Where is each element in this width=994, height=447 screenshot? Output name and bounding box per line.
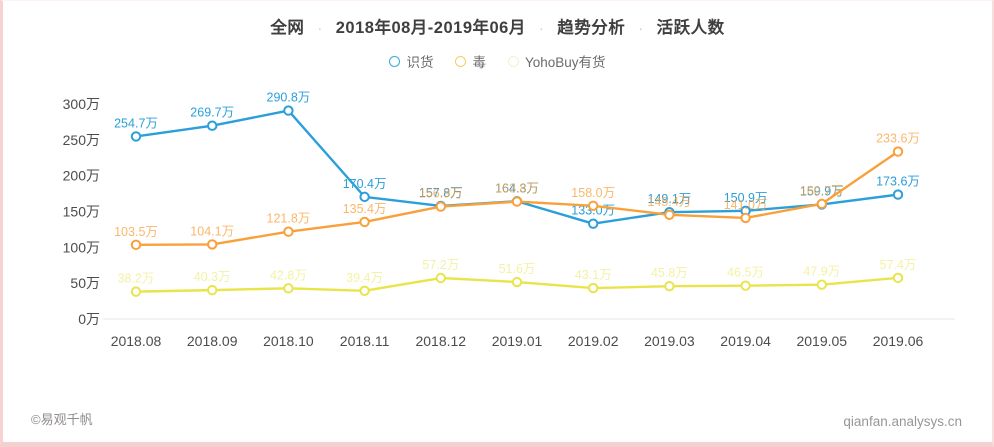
data-point-label: 160.7万 (800, 184, 844, 198)
data-point-label: 158.0万 (571, 186, 615, 200)
data-point-label: 156.9万 (419, 187, 463, 201)
x-axis-tick-label: 2018.10 (263, 333, 314, 349)
data-point-label: 40.3万 (194, 270, 231, 284)
y-axis-tick-label: 50万 (70, 275, 100, 291)
data-point[interactable] (511, 276, 523, 288)
data-point[interactable] (130, 239, 142, 251)
data-point[interactable] (283, 105, 294, 116)
data-point-label: 39.4万 (346, 271, 383, 285)
x-axis-tick-label: 2018.11 (340, 333, 390, 349)
data-point-label: 141.0万 (724, 198, 768, 212)
x-axis-tick-label: 2019.06 (873, 333, 924, 349)
y-axis-tick-label: 200万 (63, 168, 100, 184)
x-axis-tick-label: 2019.05 (796, 333, 847, 349)
y-axis-tick-label: 250万 (63, 132, 100, 148)
x-axis-tick-label: 2018.08 (111, 333, 162, 349)
title-date-range: 2018年08月-2019年06月 (335, 19, 526, 37)
x-axis-tick-label: 2019.04 (720, 333, 771, 349)
data-point[interactable] (511, 196, 523, 207)
watermark-site-link[interactable]: qianfan.analysys.cn (843, 414, 962, 429)
title-separator: · (538, 20, 545, 36)
data-point-label: 46.5万 (727, 266, 764, 280)
data-point-label: 269.7万 (190, 106, 234, 120)
data-point[interactable] (588, 200, 599, 211)
legend-item-shihuo[interactable]: 识货 (389, 51, 433, 71)
x-axis-tick-label: 2018.09 (187, 333, 238, 349)
data-point[interactable] (892, 189, 904, 200)
data-point-label: 233.6万 (876, 132, 920, 146)
chart-legend: 识货 毒 YohoBuy有货 (3, 51, 992, 71)
data-point[interactable] (740, 280, 751, 291)
chart-title: 全网 · 2018年08月-2019年06月 · 趋势分析 · 活跃人数 (3, 14, 992, 38)
data-point[interactable] (588, 282, 599, 294)
y-axis-tick-label: 300万 (63, 96, 100, 112)
y-axis-tick-label: 100万 (63, 239, 100, 255)
legend-item-yohobuy[interactable]: YohoBuy有货 (507, 51, 606, 71)
data-point-label: 290.8万 (267, 91, 311, 105)
data-point-label: 163.8万 (495, 182, 539, 196)
data-point[interactable] (664, 209, 675, 220)
title-separator: · (638, 20, 644, 36)
data-point[interactable] (359, 285, 370, 296)
x-axis-tick-label: 2019.03 (644, 333, 695, 349)
data-point-label: 145.4万 (648, 195, 692, 209)
data-point[interactable] (435, 272, 446, 284)
legend-circle-icon (455, 55, 467, 67)
data-point[interactable] (892, 272, 904, 284)
data-point-label: 43.1万 (575, 268, 612, 282)
data-point[interactable] (207, 284, 218, 296)
y-axis-tick-label: 150万 (63, 204, 100, 220)
data-point-label: 164.3万 (495, 181, 539, 195)
data-point[interactable] (435, 201, 446, 212)
title-separator: · (317, 20, 323, 36)
data-point-label: 103.5万 (114, 225, 158, 239)
data-point[interactable] (283, 226, 294, 237)
x-axis-tick-label: 2018.12 (415, 333, 466, 349)
data-point-label: 51.6万 (499, 262, 536, 276)
data-point[interactable] (892, 146, 904, 157)
data-point[interactable] (816, 279, 827, 290)
legend-label: 毒 (472, 55, 486, 70)
title-metric: 活跃人数 (656, 19, 725, 37)
data-point-label: 149.1万 (648, 192, 692, 206)
data-point-label: 150.9万 (724, 191, 768, 205)
data-point-label: 121.8万 (267, 212, 311, 226)
data-point-label: 170.4万 (343, 177, 387, 191)
legend-item-du[interactable]: 毒 (455, 51, 486, 71)
data-point[interactable] (588, 218, 599, 229)
data-point[interactable] (740, 212, 751, 224)
data-point-label: 135.4万 (343, 202, 387, 216)
data-point-label: 38.2万 (118, 272, 155, 286)
trend-line-chart: 0万 50万 100万 150万 200万 250万 300万 2018.08 2018.09 2… (63, 91, 955, 349)
watermark-source: ©易观千帆 (31, 412, 93, 427)
title-scope: 全网 (270, 19, 305, 37)
data-point-label: 157.8万 (419, 186, 463, 200)
x-axis-tick-label: 2019.01 (492, 333, 543, 349)
legend-circle-icon (507, 55, 519, 67)
data-point-label: 173.6万 (876, 175, 920, 189)
data-point-label: 104.1万 (190, 224, 234, 238)
legend-circle-icon (389, 55, 401, 67)
data-point[interactable] (207, 239, 218, 250)
legend-label: YohoBuy有货 (524, 55, 606, 70)
data-point[interactable] (816, 198, 827, 210)
data-point-label: 57.2万 (422, 258, 459, 272)
data-point[interactable] (130, 131, 142, 142)
data-point-label: 47.9万 (803, 265, 840, 279)
data-point[interactable] (207, 120, 218, 131)
x-axis-tick-label: 2019.02 (568, 333, 619, 349)
y-axis-tick-label: 0万 (78, 311, 100, 327)
data-point-label: 254.7万 (114, 116, 158, 130)
data-point-label: 42.8万 (270, 268, 307, 282)
data-point-label: 45.8万 (651, 266, 688, 280)
data-point[interactable] (359, 216, 370, 228)
data-point[interactable] (283, 283, 294, 294)
data-point[interactable] (130, 286, 142, 297)
data-point[interactable] (664, 280, 675, 292)
title-analysis-type: 趋势分析 (557, 19, 626, 37)
data-point[interactable] (359, 191, 370, 203)
data-point-label: 57.4万 (880, 258, 917, 272)
legend-label: 识货 (406, 55, 434, 70)
